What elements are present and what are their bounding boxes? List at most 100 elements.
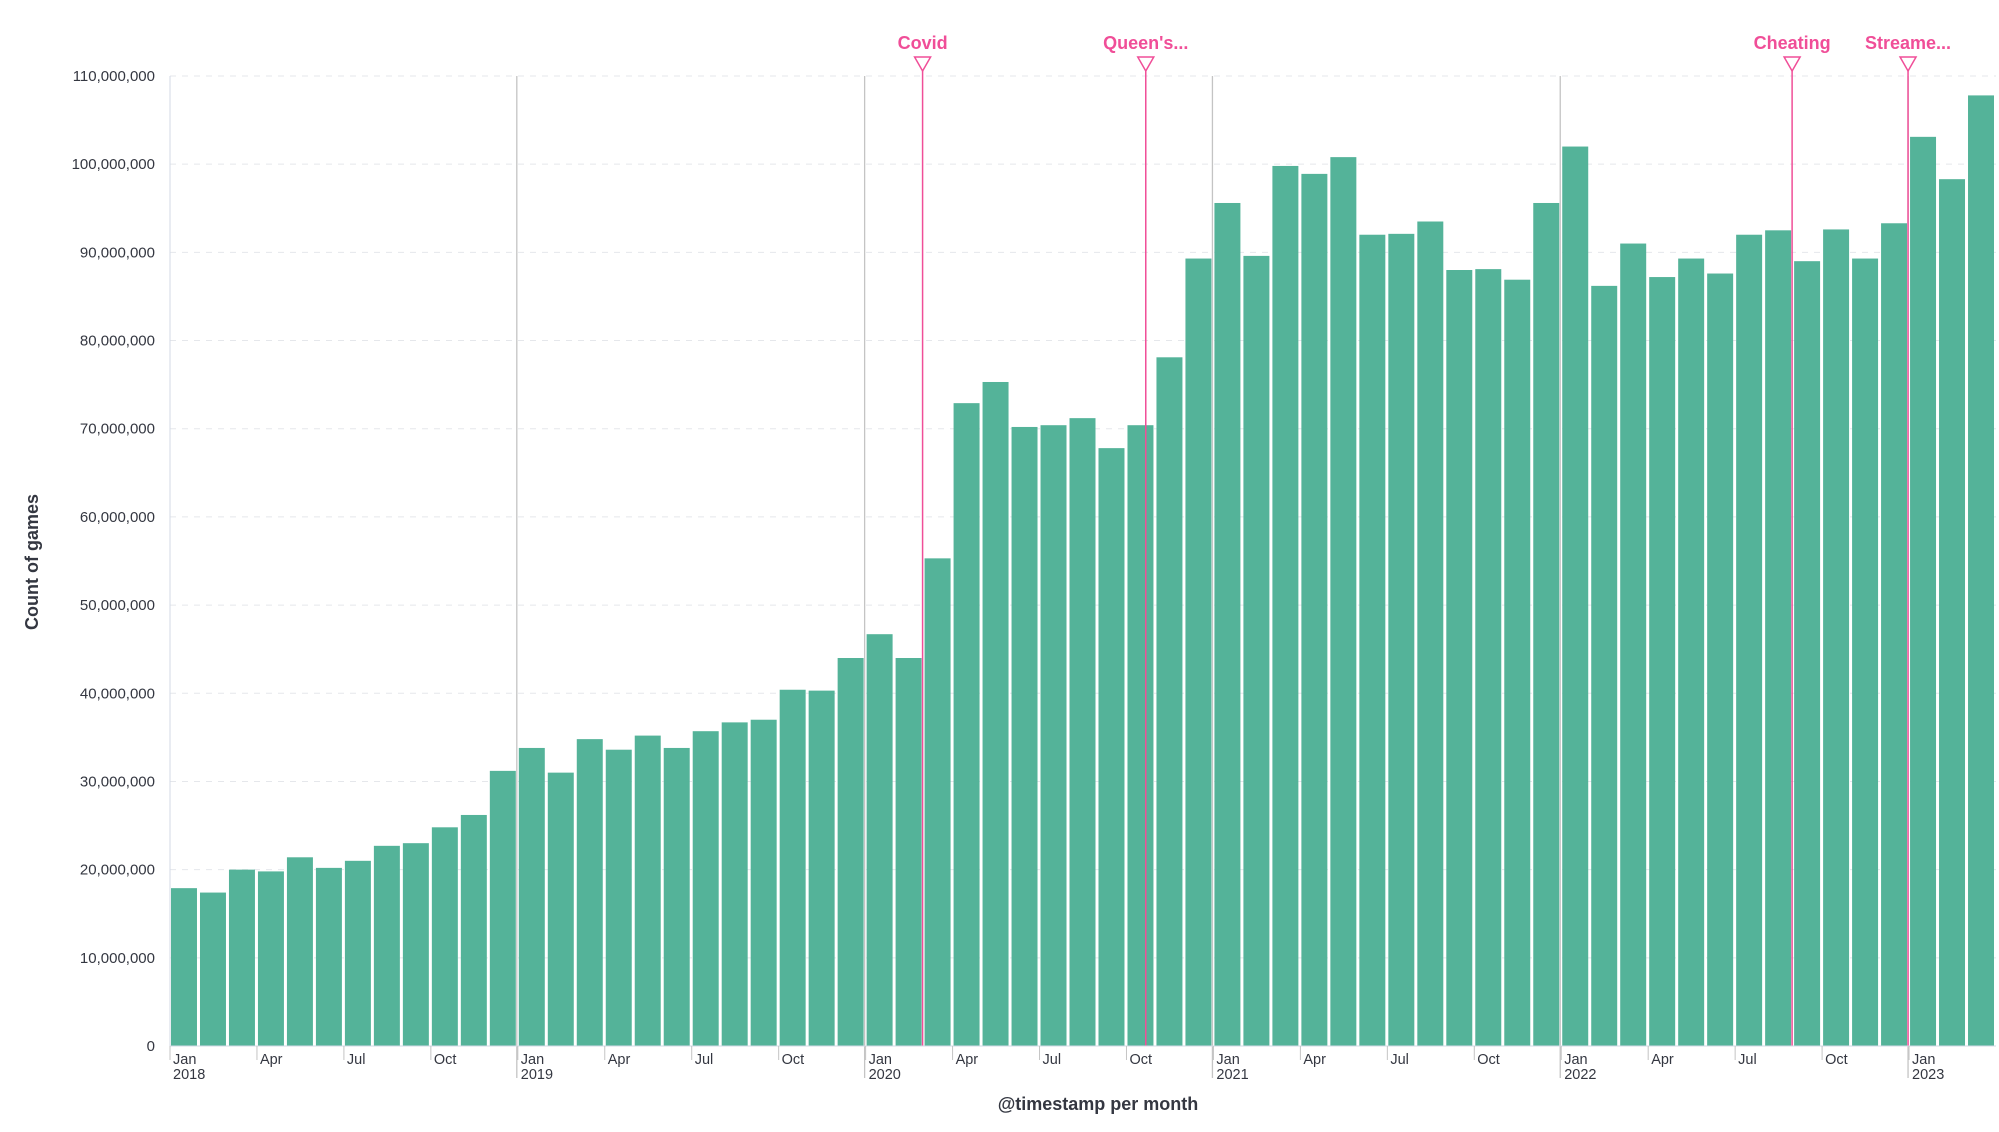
bar-2021-01[interactable] [1214, 202, 1241, 1046]
bar-2022-05[interactable] [1678, 258, 1705, 1046]
bar-2018-11[interactable] [460, 814, 487, 1046]
bar-2019-04[interactable] [605, 749, 632, 1046]
bar-2021-05[interactable] [1330, 157, 1357, 1047]
x-axis-title: @timestamp per month [998, 1094, 1199, 1114]
annotation-label: Cheating [1754, 33, 1831, 53]
bar-2018-06[interactable] [315, 867, 342, 1046]
bar-2019-08[interactable] [721, 722, 748, 1046]
bar-2020-01[interactable] [866, 634, 893, 1046]
y-tick-label: 60,000,000 [80, 509, 155, 526]
bar-2018-12[interactable] [489, 770, 516, 1046]
bar-2023-03[interactable] [1968, 95, 1994, 1046]
y-tick-label: 80,000,000 [80, 333, 155, 350]
bar-2023-02[interactable] [1939, 179, 1966, 1046]
x-tick-label: Jan [521, 1052, 544, 1068]
bar-2021-03[interactable] [1272, 165, 1299, 1047]
bar-2022-07[interactable] [1736, 234, 1763, 1046]
bars [171, 95, 1994, 1047]
annotation-label: Queen's... [1103, 33, 1188, 53]
bar-2022-03[interactable] [1620, 243, 1647, 1046]
y-tick-label: 70,000,000 [80, 421, 155, 438]
annotation-marker-icon[interactable] [1136, 56, 1156, 73]
annotation-marker-icon[interactable] [1782, 56, 1802, 73]
x-tick-label: Jan [869, 1052, 892, 1068]
bar-2020-12[interactable] [1185, 258, 1212, 1046]
y-axis-title: Count of games [22, 494, 42, 630]
bar-2020-10[interactable] [1127, 425, 1154, 1046]
y-tick-label: 10,000,000 [80, 950, 155, 967]
bar-2021-09[interactable] [1446, 270, 1473, 1046]
bar-2022-02[interactable] [1591, 285, 1618, 1046]
x-tick-label: Apr [1651, 1052, 1674, 1068]
bar-2019-12[interactable] [837, 658, 864, 1046]
bar-2020-02[interactable] [895, 658, 922, 1046]
x-tick-label: Apr [1303, 1052, 1326, 1068]
bar-2019-01[interactable] [518, 747, 545, 1046]
bar-2018-02[interactable] [199, 892, 226, 1046]
x-tick-year-label: 2020 [869, 1067, 901, 1083]
x-tick-label: Jul [347, 1052, 366, 1068]
bar-2018-08[interactable] [373, 845, 400, 1046]
annotation-marker-icon[interactable] [913, 56, 932, 73]
bar-2019-06[interactable] [663, 747, 690, 1046]
bar-2022-06[interactable] [1707, 273, 1734, 1046]
bar-2021-11[interactable] [1504, 279, 1531, 1046]
bar-2021-12[interactable] [1533, 202, 1560, 1046]
bar-2019-11[interactable] [808, 690, 835, 1046]
bar-2019-02[interactable] [547, 772, 574, 1046]
y-tick-label: 110,000,000 [73, 68, 155, 85]
bar-2019-10[interactable] [779, 689, 806, 1046]
bar-2020-03[interactable] [924, 558, 951, 1046]
x-tick-year-label: 2022 [1564, 1067, 1596, 1083]
bar-2022-08[interactable] [1765, 230, 1792, 1046]
bar-2018-10[interactable] [431, 827, 458, 1046]
bar-2018-09[interactable] [402, 843, 429, 1046]
bar-2021-08[interactable] [1417, 221, 1444, 1047]
bar-2020-08[interactable] [1069, 418, 1096, 1046]
bar-2021-06[interactable] [1359, 234, 1386, 1046]
y-axis: 0 10,000,000 20,000,000 30,000,000 40,000,00… [72, 68, 171, 1055]
x-tick-label: Jul [1390, 1052, 1409, 1068]
x-tick-label: Jan [1564, 1052, 1587, 1068]
y-tick-label: 40,000,000 [80, 685, 155, 702]
y-tick-label: 100,000,000 [72, 156, 155, 173]
bar-2021-07[interactable] [1388, 233, 1415, 1046]
bar-2021-04[interactable] [1301, 173, 1328, 1046]
bar-2018-05[interactable] [286, 857, 313, 1046]
annotation-marker-icon[interactable] [1898, 56, 1918, 73]
bar-2021-10[interactable] [1475, 269, 1502, 1047]
bar-2020-04[interactable] [953, 403, 980, 1046]
x-tick-label: Jul [1043, 1052, 1062, 1068]
bar-2019-05[interactable] [634, 735, 661, 1046]
bar-2022-12[interactable] [1881, 223, 1908, 1046]
bar-2018-07[interactable] [344, 860, 371, 1046]
bar-2018-03[interactable] [228, 869, 255, 1046]
y-tick-label: 30,000,000 [80, 773, 155, 790]
bar-2018-01[interactable] [171, 888, 197, 1046]
bar-2022-09[interactable] [1794, 261, 1821, 1046]
bar-2018-04[interactable] [257, 871, 284, 1046]
bar-2019-09[interactable] [750, 719, 777, 1046]
bar-2022-10[interactable] [1823, 229, 1850, 1046]
bar-2019-03[interactable] [576, 739, 603, 1046]
bar-2022-01[interactable] [1562, 146, 1589, 1046]
x-tick-label: Jan [1912, 1052, 1935, 1068]
bar-2020-07[interactable] [1040, 425, 1067, 1046]
x-tick-year-label: 2021 [1216, 1067, 1248, 1083]
bar-2020-06[interactable] [1011, 426, 1038, 1046]
x-tick-label: Apr [608, 1052, 631, 1068]
y-tick-label: 50,000,000 [80, 597, 155, 614]
x-tick-year-label: 2023 [1912, 1067, 1944, 1083]
bar-2020-05[interactable] [982, 381, 1009, 1046]
bar-2019-07[interactable] [692, 731, 719, 1046]
bar-2022-11[interactable] [1852, 258, 1879, 1046]
bar-2022-04[interactable] [1649, 277, 1676, 1046]
bar-2021-02[interactable] [1243, 255, 1270, 1046]
bar-2020-09[interactable] [1098, 448, 1125, 1046]
x-tick-year-label: 2019 [521, 1067, 553, 1083]
x-tick-label: Oct [434, 1052, 457, 1068]
bar-2023-01[interactable] [1910, 136, 1937, 1046]
bar-2020-11[interactable] [1156, 357, 1183, 1046]
